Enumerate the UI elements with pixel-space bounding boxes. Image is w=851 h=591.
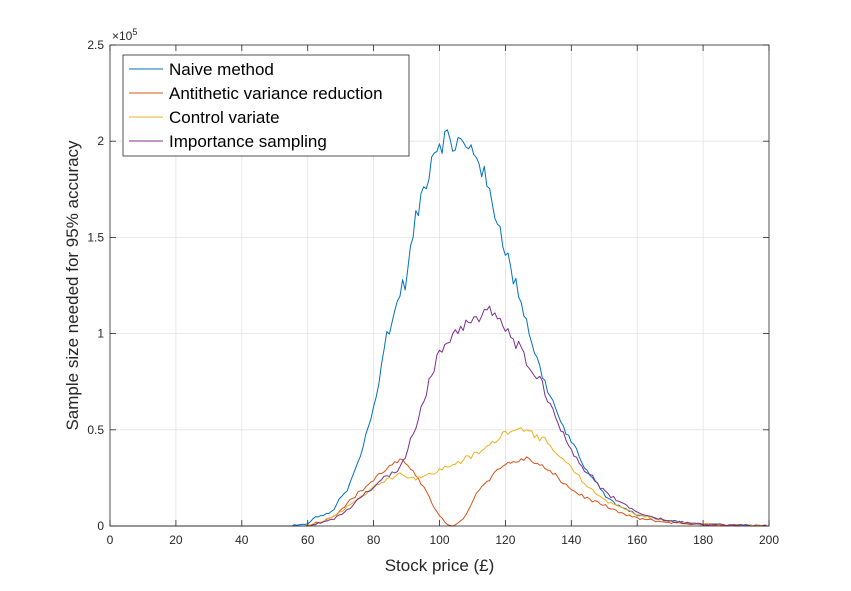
legend-label: Control variate (169, 108, 280, 127)
legend: Naive method Antithetic variance reductio… (122, 54, 410, 157)
y-tick-label: 2 (97, 134, 104, 148)
tick-labels: 0 20 40 60 80 100 120 140 160 180 200 0 0.5 1 1.5 2 2.5 (87, 38, 779, 547)
legend-items: Naive method Antithetic variance reductio… (129, 60, 383, 151)
y-tick-label: 0.5 (87, 423, 104, 437)
x-tick-label: 200 (759, 533, 779, 547)
y-axis-exponent: ×105 (112, 27, 137, 43)
y-tick-label: 0 (97, 519, 104, 533)
x-tick-label: 180 (693, 533, 713, 547)
x-tick-label: 160 (627, 533, 647, 547)
x-tick-label: 100 (429, 533, 449, 547)
x-tick-label: 120 (495, 533, 515, 547)
y-tick-label: 1.5 (87, 230, 104, 244)
x-tick-label: 20 (169, 533, 183, 547)
y-axis-label: Sample size needed for 95% accuracy (63, 140, 82, 431)
x-tick-label: 80 (367, 533, 381, 547)
legend-label: Importance sampling (169, 132, 327, 151)
x-tick-label: 140 (561, 533, 581, 547)
legend-box (122, 54, 410, 157)
x-axis-label: Stock price (£) (385, 556, 495, 575)
y-tick-label: 2.5 (87, 38, 104, 52)
x-tick-label: 60 (301, 533, 315, 547)
x-tick-label: 40 (235, 533, 249, 547)
x-tick-label: 0 (107, 533, 114, 547)
tick-marks (109, 44, 770, 527)
legend-label: Naive method (169, 60, 274, 79)
y-tick-label: 1 (97, 327, 104, 341)
legend-label: Antithetic variance reduction (169, 84, 383, 103)
